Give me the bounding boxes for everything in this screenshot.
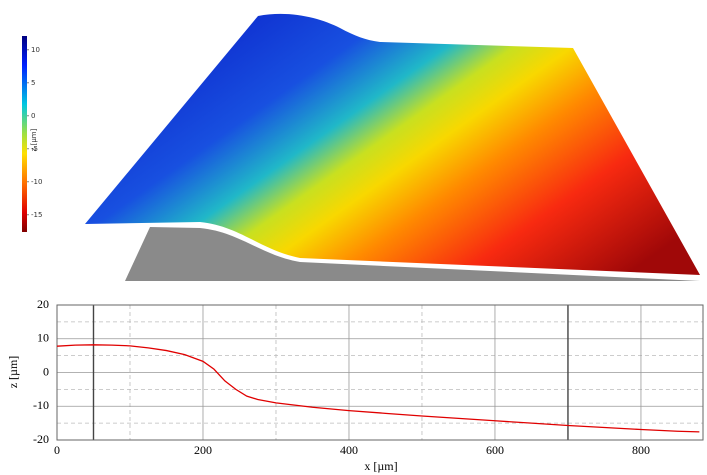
colorbar-tick-label: 0 [31,112,35,120]
plot-frame [56,304,704,441]
surface-shadow [125,227,700,281]
y-tick-label: 0 [43,364,49,378]
colorbar-tick-label: 5 [31,79,35,87]
colorbar-tick-label: -5 [31,145,38,153]
y-axis-label: z [µm] [6,356,20,389]
x-tick-label: 400 [340,443,358,457]
colorbar: z [µm] 10 5 0 -5 -10 -15 [22,36,42,232]
x-tick-label: 0 [54,443,60,457]
colorbar-scale [22,36,27,232]
surface-render [85,13,700,281]
y-tick-label: 20 [37,297,49,311]
profile-line [56,344,700,433]
profile-chart: z [µm] x [µm] 0 200 400 600 800 -20 -10 0 10 20 [6,297,704,473]
y-tick-label: 10 [37,331,49,345]
colorbar-tick-label: -10 [31,178,42,186]
surface [85,13,700,275]
x-tick-label: 600 [486,443,504,457]
x-tick-label: 800 [632,443,650,457]
colorbar-tick-label: -15 [31,211,42,219]
colorbar-tick-label: 10 [31,46,40,54]
y-tick-label: -20 [33,432,49,446]
x-axis-label: x [µm] [364,459,397,473]
colorbar-label: z [µm] [30,128,38,151]
y-tick-label: -10 [33,398,49,412]
x-tick-label: 200 [194,443,212,457]
